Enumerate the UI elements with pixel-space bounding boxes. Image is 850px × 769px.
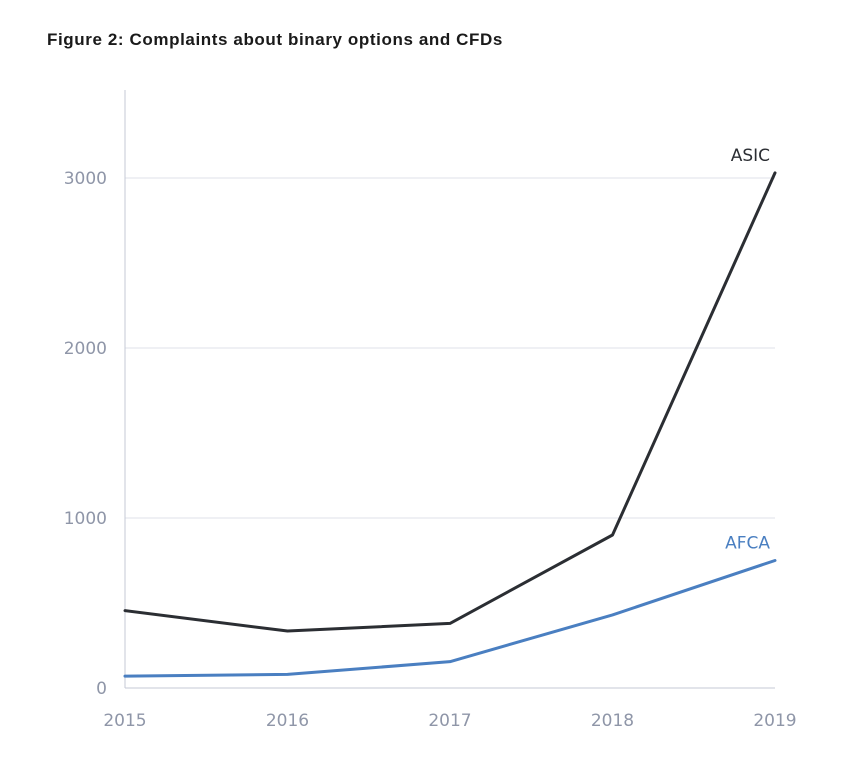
figure-title: Figure 2: Complaints about binary option… [47, 30, 503, 49]
x-tick-label: 2019 [753, 711, 796, 731]
y-tick-labels: 0 1000 2000 3000 [64, 169, 107, 699]
x-tick-labels: 2015 2016 2017 2018 2019 [103, 711, 796, 731]
x-tick-label: 2015 [103, 711, 146, 731]
series-label-afca: AFCA [725, 534, 770, 554]
x-tick-label: 2016 [266, 711, 309, 731]
series-line-afca [123, 559, 777, 678]
series-label-asic: ASIC [731, 146, 770, 166]
y-tick-label: 2000 [64, 339, 107, 359]
series-line-asic [123, 171, 777, 633]
gridlines [125, 177, 775, 519]
series-lines [123, 171, 777, 678]
x-tick-label: 2018 [591, 711, 634, 731]
series-labels: ASIC AFCA [725, 146, 770, 554]
y-tick-label: 1000 [64, 509, 107, 529]
y-tick-label: 0 [96, 679, 107, 699]
y-tick-label: 3000 [64, 169, 107, 189]
x-tick-label: 2017 [428, 711, 471, 731]
